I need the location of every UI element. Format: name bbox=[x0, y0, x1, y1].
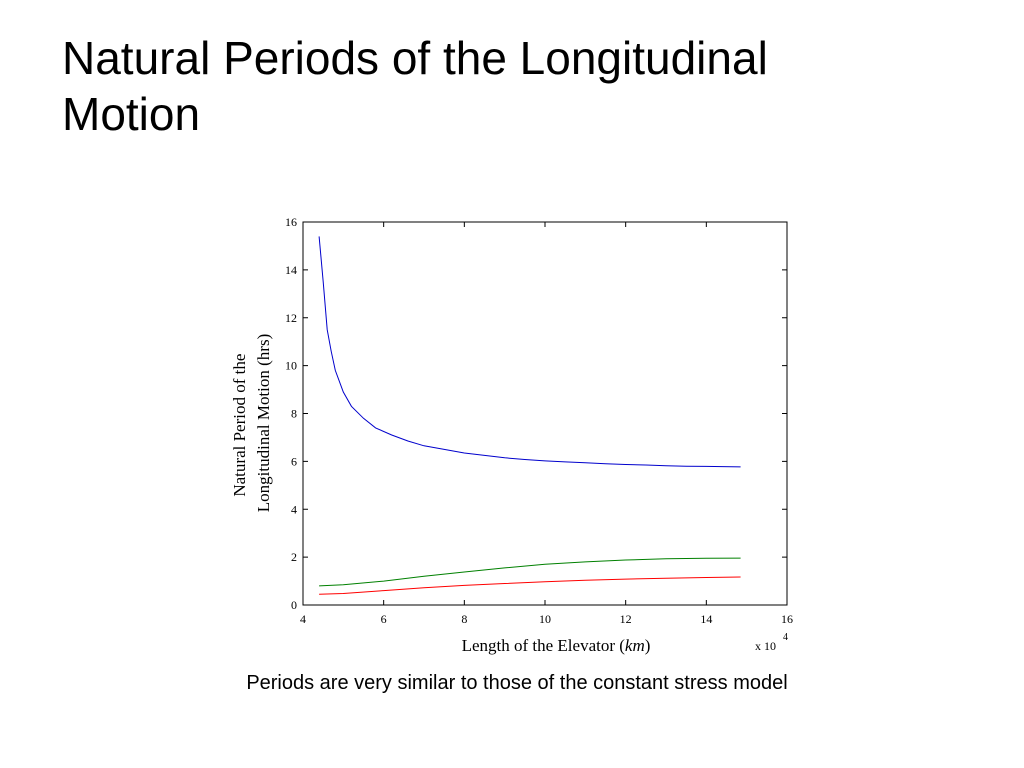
x-axis-label-main: Length of the Elevator ( bbox=[462, 636, 626, 655]
x-axis-label: Length of the Elevator (km) bbox=[462, 636, 651, 655]
x-tick-label: 4 bbox=[300, 612, 306, 626]
y-tick-label: 0 bbox=[291, 598, 297, 612]
slide-title-line2: Motion bbox=[62, 88, 201, 140]
x-tick-label: 8 bbox=[461, 612, 467, 626]
y-tick-label: 12 bbox=[285, 311, 297, 325]
chart-ticks-x: 4 6 8 10 12 14 16 bbox=[300, 222, 793, 626]
y-tick-label: 4 bbox=[291, 502, 297, 516]
x-tick-label: 6 bbox=[381, 612, 387, 626]
plot-frame bbox=[302, 221, 788, 606]
y-tick-label: 10 bbox=[285, 359, 297, 373]
x-tick-label: 16 bbox=[781, 612, 793, 626]
y-tick-label: 16 bbox=[285, 215, 297, 229]
y-tick-label: 2 bbox=[291, 550, 297, 564]
slide-title: Natural Periods of the Longitudinal Moti… bbox=[62, 30, 982, 142]
x-axis-label-close: ) bbox=[645, 636, 651, 655]
y-axis-label-line1: Natural Period of the bbox=[230, 354, 249, 497]
x-multiplier-label: x 10 4 bbox=[755, 632, 788, 653]
x-multiplier-exponent: 4 bbox=[783, 632, 788, 643]
slide-caption: Periods are very similar to those of the… bbox=[246, 672, 788, 694]
slide-title-line1: Natural Periods of the Longitudinal bbox=[62, 32, 768, 84]
x-multiplier-base: x 10 bbox=[755, 639, 776, 653]
x-tick-label: 14 bbox=[700, 612, 712, 626]
series-line-2 bbox=[319, 576, 741, 595]
y-axis-label-line2: Longitudinal Motion (hrs) bbox=[254, 334, 273, 512]
x-tick-label: 10 bbox=[539, 612, 551, 626]
y-tick-label: 8 bbox=[291, 407, 297, 421]
y-tick-label: 14 bbox=[285, 263, 297, 277]
y-tick-label: 6 bbox=[291, 454, 297, 468]
chart-ticks-y: 0 2 4 6 8 10 12 14 16 bbox=[285, 215, 787, 612]
series-line-1 bbox=[319, 557, 741, 587]
chart-series bbox=[318, 236, 741, 595]
x-tick-label: 12 bbox=[620, 612, 632, 626]
y-axis-label: Natural Period of the Longitudinal Motio… bbox=[230, 334, 273, 512]
series-line-0 bbox=[318, 236, 741, 468]
x-axis-label-unit: km bbox=[625, 636, 645, 655]
